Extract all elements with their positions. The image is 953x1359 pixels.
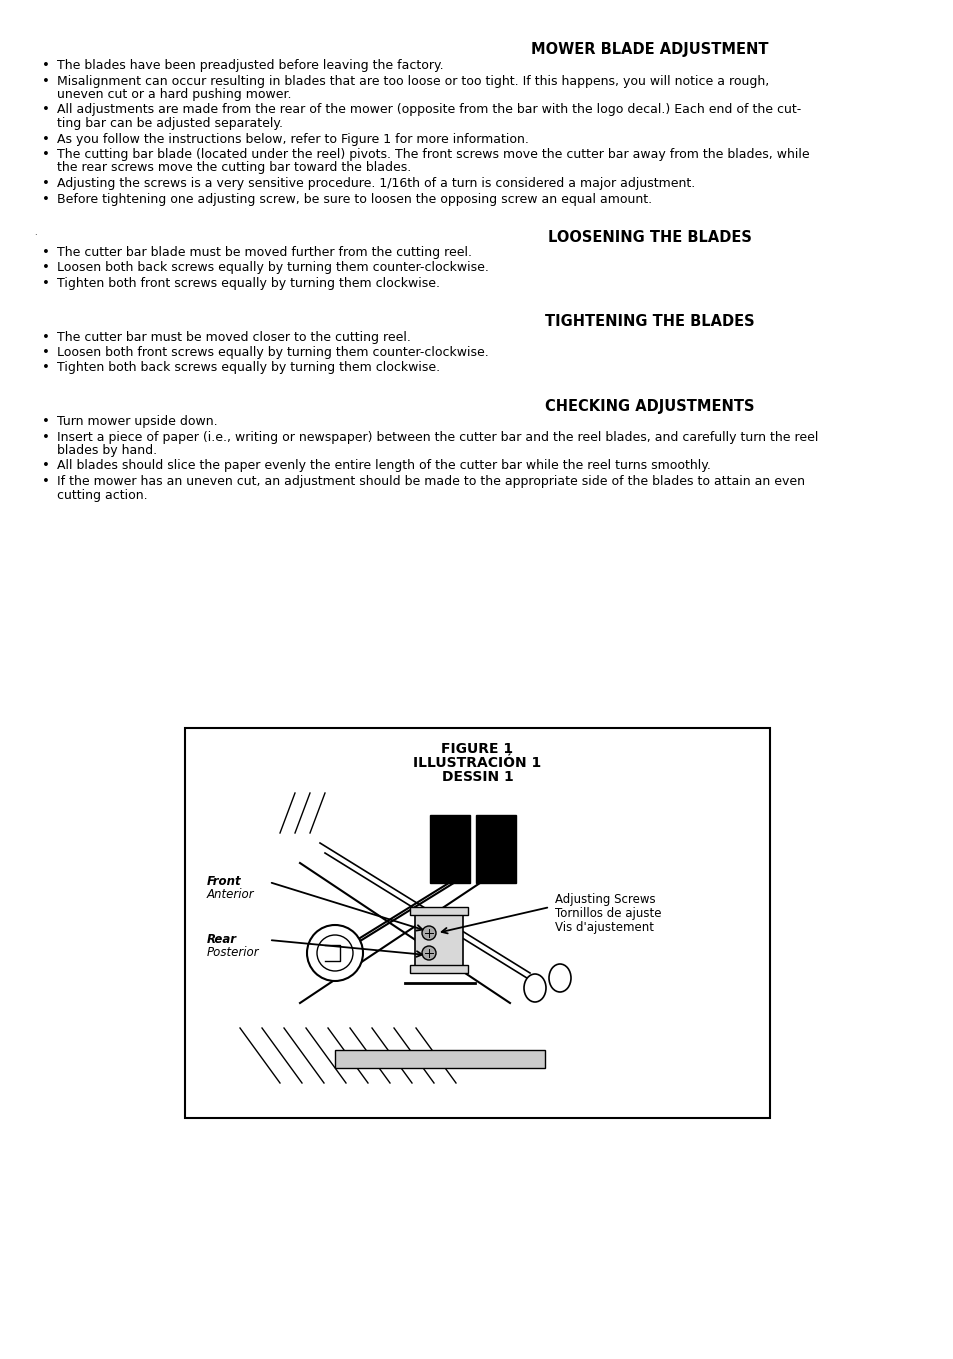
Text: Anterior: Anterior: [207, 887, 254, 901]
Text: •: •: [42, 103, 50, 117]
Text: Turn mower upside down.: Turn mower upside down.: [57, 414, 217, 428]
Text: Tornillos de ajuste: Tornillos de ajuste: [555, 906, 660, 920]
Text: All adjustments are made from the rear of the mower (opposite from the bar with : All adjustments are made from the rear o…: [57, 103, 801, 117]
Text: Loosen both back screws equally by turning them counter-clockwise.: Loosen both back screws equally by turni…: [57, 261, 488, 275]
Text: •: •: [42, 132, 50, 145]
Text: Tighten both front screws equally by turning them clockwise.: Tighten both front screws equally by tur…: [57, 277, 439, 289]
Text: The cutter bar blade must be moved further from the cutting reel.: The cutter bar blade must be moved furth…: [57, 246, 472, 260]
Text: cutting action.: cutting action.: [57, 488, 148, 501]
Text: Tighten both back screws equally by turning them clockwise.: Tighten both back screws equally by turn…: [57, 361, 439, 375]
Text: Adjusting the screws is a very sensitive procedure. 1/16th of a turn is consider: Adjusting the screws is a very sensitive…: [57, 177, 695, 190]
Text: Front: Front: [207, 875, 241, 887]
Text: •: •: [42, 347, 50, 359]
Text: The cutter bar must be moved closer to the cutting reel.: The cutter bar must be moved closer to t…: [57, 330, 411, 344]
Bar: [410, 906, 468, 915]
Circle shape: [307, 925, 363, 981]
Text: TIGHTENING THE BLADES: TIGHTENING THE BLADES: [544, 314, 754, 329]
Text: FIGURE 1: FIGURE 1: [441, 742, 513, 756]
Text: •: •: [42, 148, 50, 160]
Ellipse shape: [523, 974, 545, 1002]
Text: •: •: [42, 193, 50, 205]
Text: •: •: [42, 330, 50, 344]
Text: Vis d'ajustement: Vis d'ajustement: [555, 921, 654, 934]
Text: •: •: [42, 361, 50, 375]
Text: uneven cut or a hard pushing mower.: uneven cut or a hard pushing mower.: [57, 88, 292, 101]
Bar: [415, 913, 462, 968]
Text: •: •: [42, 261, 50, 275]
Text: ting bar can be adjusted separately.: ting bar can be adjusted separately.: [57, 117, 283, 130]
Text: Loosen both front screws equally by turning them counter-clockwise.: Loosen both front screws equally by turn…: [57, 347, 488, 359]
Text: •: •: [42, 177, 50, 190]
Text: •: •: [42, 459, 50, 473]
Text: .: .: [34, 228, 36, 236]
Text: the rear screws move the cutting bar toward the blades.: the rear screws move the cutting bar tow…: [57, 162, 411, 174]
Text: DESSIN 1: DESSIN 1: [441, 771, 513, 784]
Text: The blades have been preadjusted before leaving the factory.: The blades have been preadjusted before …: [57, 58, 443, 72]
Text: As you follow the instructions below, refer to Figure 1 for more information.: As you follow the instructions below, re…: [57, 132, 528, 145]
Text: The cutting bar blade (located under the reel) pivots. The front screws move the: The cutting bar blade (located under the…: [57, 148, 809, 160]
Circle shape: [421, 925, 436, 940]
Text: Insert a piece of paper (i.e., writing or newspaper) between the cutter bar and : Insert a piece of paper (i.e., writing o…: [57, 431, 818, 443]
Text: blades by hand.: blades by hand.: [57, 444, 157, 457]
Text: •: •: [42, 476, 50, 488]
Text: Misalignment can occur resulting in blades that are too loose or too tight. If t: Misalignment can occur resulting in blad…: [57, 75, 768, 87]
Bar: [476, 815, 516, 883]
Circle shape: [316, 935, 353, 970]
Text: •: •: [42, 414, 50, 428]
Text: •: •: [42, 75, 50, 87]
Text: LOOSENING THE BLADES: LOOSENING THE BLADES: [547, 230, 751, 245]
Text: CHECKING ADJUSTMENTS: CHECKING ADJUSTMENTS: [544, 400, 754, 414]
Bar: [430, 815, 470, 883]
Text: ILLUSTRACIÓN 1: ILLUSTRACIÓN 1: [413, 756, 541, 771]
Circle shape: [421, 946, 436, 959]
Text: •: •: [42, 431, 50, 443]
Ellipse shape: [548, 964, 571, 992]
Text: If the mower has an uneven cut, an adjustment should be made to the appropriate : If the mower has an uneven cut, an adjus…: [57, 476, 804, 488]
Text: •: •: [42, 246, 50, 260]
Bar: [185, 728, 769, 1118]
Bar: [410, 965, 468, 973]
Text: Before tightening one adjusting screw, be sure to loosen the opposing screw an e: Before tightening one adjusting screw, b…: [57, 193, 652, 205]
Text: MOWER BLADE ADJUSTMENT: MOWER BLADE ADJUSTMENT: [530, 42, 767, 57]
Text: Adjusting Screws: Adjusting Screws: [555, 893, 655, 906]
Text: Rear: Rear: [207, 934, 236, 946]
Text: •: •: [42, 58, 50, 72]
Text: •: •: [42, 277, 50, 289]
Bar: [335, 1051, 544, 1068]
Text: Posterior: Posterior: [207, 946, 259, 959]
Text: All blades should slice the paper evenly the entire length of the cutter bar whi: All blades should slice the paper evenly…: [57, 459, 710, 473]
